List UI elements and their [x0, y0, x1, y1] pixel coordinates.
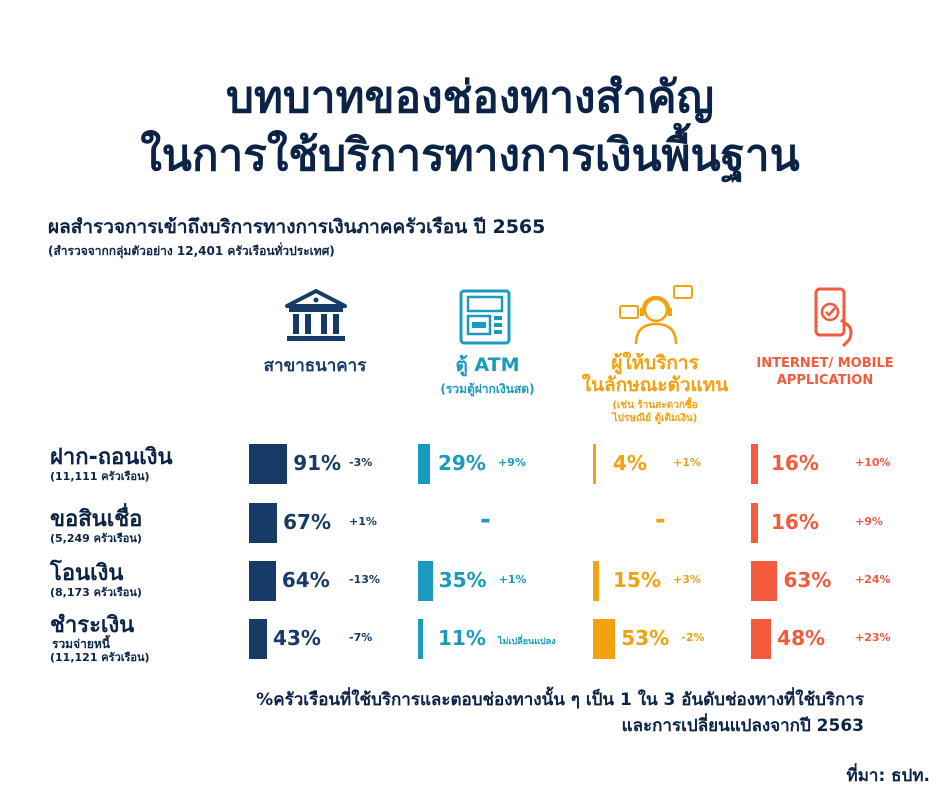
row-label-deposit-count: (11,111 ครัวเรือน) — [50, 470, 150, 483]
change-label-agent-transfer: +3% — [673, 573, 701, 586]
source-label: ที่มา: ธปท. — [846, 766, 930, 786]
column-header-atm-note: (รวมตู้ฝากเงินสด) — [440, 382, 535, 396]
change-label-branch-transfer: -13% — [349, 573, 380, 586]
row-label-deposit-text: ฝาก-ถอนเงิน — [50, 445, 173, 470]
column-header-branch: สาขาธนาคาร — [263, 356, 367, 376]
bar-mobile-loan — [751, 503, 758, 543]
value-label-atm-deposit: 29% — [438, 451, 486, 475]
row-label-transfer: โอนเงิน (8,173 ครัวเรือน) — [50, 561, 142, 600]
column-header-agent-note: (เช่น ร้านสะดวกซื้อ ไปรษณีย์ ตู้เติมเงิน… — [612, 400, 698, 424]
bar-agent-payment — [593, 619, 616, 659]
change-label-mobile-loan: +9% — [855, 515, 883, 528]
bar-mobile-payment — [751, 619, 772, 659]
bar-agent-transfer — [593, 561, 600, 601]
bar-branch-deposit — [249, 444, 288, 484]
empty-value-agent-loan: - — [655, 505, 666, 535]
bank-icon — [285, 289, 347, 341]
row-label-payment: ชำระเงิน รวมจ่ายหนี้ (11,121 ครัวเรือน) — [50, 613, 150, 665]
bar-atm-deposit — [418, 444, 431, 484]
change-label-agent-deposit: +1% — [673, 456, 701, 469]
bar-atm-transfer — [418, 561, 433, 601]
value-label-agent-deposit: 4% — [613, 451, 647, 475]
column-header-mobile-line2: APPLICATION — [776, 373, 874, 388]
change-label-atm-payment: ไม่เปลี่ยนแปลง — [498, 637, 556, 647]
value-label-branch-transfer: 64% — [281, 568, 330, 592]
value-label-agent-transfer: 15% — [613, 568, 661, 592]
bar-mobile-transfer — [751, 561, 778, 601]
row-label-payment-text2: รวมจ่ายหนี้ — [52, 637, 111, 651]
change-label-atm-deposit: +9% — [498, 456, 526, 469]
column-header-atm: ตู้ ATM — [455, 354, 520, 376]
value-label-agent-payment: 53% — [621, 626, 670, 650]
column-header-agent-line2: ในลักษณะตัวแทน — [581, 374, 729, 396]
row-label-transfer-text: โอนเงิน — [50, 561, 124, 586]
footnote-line2: และการเปลี่ยนแปลงจากปี 2563 — [621, 716, 864, 736]
survey-note: (สำรวจจากกลุ่มตัวอย่าง 12,401 ครัวเรือนท… — [48, 244, 335, 258]
value-label-mobile-loan: 16% — [771, 510, 819, 534]
bar-branch-loan — [249, 503, 278, 543]
value-label-mobile-payment: 48% — [777, 626, 826, 650]
survey-subtitle: ผลสำรวจการเข้าถึงบริการทางการเงินภาคครัว… — [48, 216, 546, 238]
value-label-mobile-deposit: 16% — [771, 451, 819, 475]
change-label-agent-payment: -2% — [681, 631, 705, 644]
row-label-deposit: ฝาก-ถอนเงิน (11,111 ครัวเรือน) — [50, 445, 173, 484]
bar-mobile-deposit — [751, 444, 758, 484]
change-label-mobile-transfer: +24% — [855, 573, 891, 586]
change-label-branch-deposit: -3% — [349, 456, 373, 469]
value-label-atm-payment: 11% — [438, 626, 486, 650]
change-label-atm-transfer: +1% — [498, 573, 527, 586]
value-label-mobile-transfer: 63% — [783, 568, 832, 592]
change-label-mobile-deposit: +10% — [855, 456, 891, 469]
row-label-loan-count: (5,249 ครัวเรือน) — [50, 532, 142, 545]
column-header-mobile: INTERNET/ MOBILE — [756, 356, 894, 371]
page-title-line1: บทบาทของช่องทางสำคัญ — [225, 72, 715, 123]
bar-atm-payment — [418, 619, 423, 659]
change-label-branch-payment: -7% — [349, 631, 373, 644]
bar-branch-payment — [249, 619, 268, 659]
mobile-icon — [814, 287, 853, 348]
atm-icon — [459, 289, 511, 345]
row-label-loan: ขอสินเชื่อ (5,249 ครัวเรือน) — [50, 507, 143, 546]
empty-value-atm-loan: - — [480, 505, 491, 535]
value-label-atm-transfer: 35% — [438, 568, 487, 592]
value-label-branch-deposit: 91% — [293, 451, 342, 475]
row-label-loan-text: ขอสินเชื่อ — [50, 507, 143, 532]
footnote-line1: %ครัวเรือนที่ใช้บริการและตอบช่องทางนั้น … — [256, 690, 864, 710]
bar-agent-deposit — [593, 444, 596, 484]
page-title-line2: ในการใช้บริการทางการเงินพื้นฐาน — [140, 130, 800, 181]
change-label-mobile-payment: +23% — [855, 631, 891, 644]
row-label-payment-text: ชำระเงิน — [50, 613, 135, 638]
value-label-branch-loan: 67% — [283, 510, 331, 534]
value-label-branch-payment: 43% — [273, 626, 321, 650]
column-header-agent: ผู้ให้บริการ — [611, 352, 699, 374]
row-label-transfer-count: (8,173 ครัวเรือน) — [50, 586, 142, 599]
change-label-branch-loan: +1% — [349, 515, 377, 528]
row-label-payment-count: (11,121 ครัวเรือน) — [50, 651, 150, 664]
agent-icon — [619, 285, 693, 345]
bar-branch-transfer — [249, 561, 276, 601]
